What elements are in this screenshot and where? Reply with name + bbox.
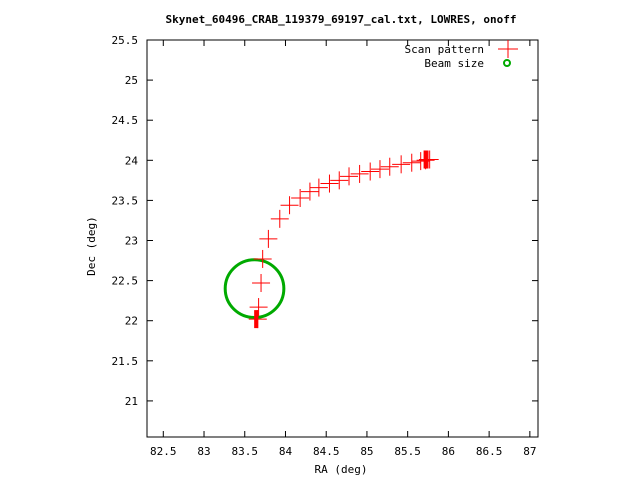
legend-beam-circle xyxy=(503,59,511,67)
scan-point xyxy=(370,160,389,179)
scan-point xyxy=(309,178,328,197)
y-axis-label: Dec (deg) xyxy=(85,216,98,276)
x-tick-label: 85 xyxy=(360,445,373,458)
scan-point xyxy=(280,196,299,215)
scan-end-bar xyxy=(423,150,428,169)
scan-point xyxy=(320,174,339,193)
scan-point xyxy=(350,164,369,183)
y-tick-label: 21.5 xyxy=(112,355,139,368)
x-axis: 82.5 83 83.5 84 84.5 85 85.5 86 86.5 87 xyxy=(150,40,536,458)
legend-marker-beam-size xyxy=(503,59,511,67)
beam-size-series xyxy=(223,258,286,319)
x-tick-label: 83 xyxy=(197,445,210,458)
x-tick-label: 87 xyxy=(523,445,536,458)
legend: Scan pattern Beam size xyxy=(405,40,518,70)
scan-point xyxy=(253,249,272,268)
x-tick-label: 84.5 xyxy=(313,445,340,458)
scan-point xyxy=(259,229,278,248)
scan-pattern-series xyxy=(248,150,439,329)
y-tick-label: 22 xyxy=(125,315,138,328)
legend-marker-scan-pattern xyxy=(498,40,518,58)
scan-point xyxy=(392,155,411,174)
y-tick-label: 23.5 xyxy=(112,194,139,207)
x-axis-label: RA (deg) xyxy=(315,463,368,476)
scan-start-bar xyxy=(254,310,259,329)
chart-title: Skynet_60496_CRAB_119379_69197_cal.txt, … xyxy=(166,13,517,26)
x-tick-label: 84 xyxy=(279,445,293,458)
y-tick-label: 24.5 xyxy=(112,114,139,127)
scan-point xyxy=(361,162,380,181)
scan-point xyxy=(420,150,439,169)
scan-point xyxy=(380,157,399,176)
scan-point xyxy=(291,188,310,207)
x-tick-label: 83.5 xyxy=(232,445,259,458)
y-tick-label: 25.5 xyxy=(112,34,139,47)
scan-point xyxy=(330,171,349,190)
plot-area xyxy=(146,39,539,438)
scan-point xyxy=(300,182,319,201)
scan-point xyxy=(252,274,271,293)
x-tick-label: 85.5 xyxy=(394,445,421,458)
y-tick-label: 23 xyxy=(125,235,138,248)
scan-point xyxy=(270,209,289,228)
x-tick-label: 86.5 xyxy=(476,445,503,458)
y-tick-label: 25 xyxy=(125,74,138,87)
x-tick-label: 82.5 xyxy=(150,445,177,458)
x-tick-label: 86 xyxy=(442,445,455,458)
y-axis: 21 21.5 22 22.5 23 23.5 24 24.5 25 25.5 xyxy=(112,34,538,408)
beam-circle xyxy=(223,258,286,319)
scan-point xyxy=(249,298,268,317)
y-tick-label: 24 xyxy=(125,154,139,167)
scan-point xyxy=(402,153,421,172)
y-tick-label: 22.5 xyxy=(112,275,139,288)
legend-label-beam-size: Beam size xyxy=(424,57,484,70)
y-tick-label: 21 xyxy=(125,395,138,408)
scan-point xyxy=(340,167,359,186)
legend-label-scan-pattern: Scan pattern xyxy=(405,43,484,56)
